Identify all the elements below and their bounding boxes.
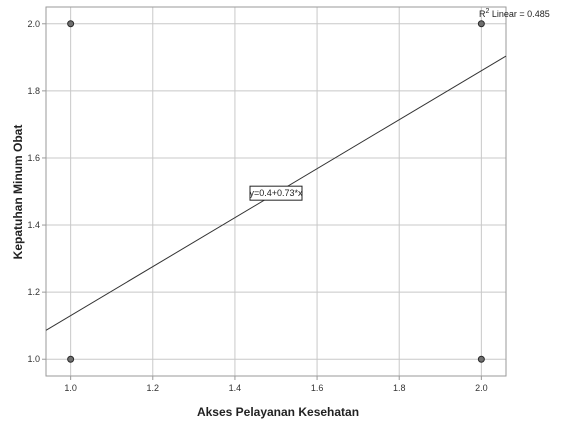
y-tick-label: 1.0 <box>27 354 40 364</box>
equation-box: y=0.4+0.73*x <box>249 185 303 201</box>
y-tick-label: 1.8 <box>27 86 40 96</box>
x-tick-label: 1.6 <box>311 383 324 393</box>
y-tick-label: 1.2 <box>27 287 40 297</box>
r2-superscript: 2 <box>486 8 490 15</box>
y-axis-title: Kepatuhan Minum Obat <box>11 125 25 260</box>
x-axis-title: Akses Pelayanan Kesehatan <box>197 405 359 419</box>
data-point <box>477 20 485 28</box>
equation-label: y=0.4+0.73*x <box>249 188 303 198</box>
grid-lines <box>46 7 506 376</box>
y-tick-label: 1.4 <box>27 220 40 230</box>
x-tick-label: 1.8 <box>393 383 406 393</box>
x-axis-ticks: 1.0 1.2 1.4 1.6 1.8 2.0 <box>64 376 488 393</box>
data-point <box>67 20 75 28</box>
equation-box-frame <box>249 185 303 201</box>
y-axis-ticks: 1.0 1.2 1.4 1.6 1.8 2.0 <box>27 19 46 364</box>
x-tick-label: 2.0 <box>475 383 488 393</box>
x-tick-label: 1.0 <box>64 383 77 393</box>
x-tick-label: 1.4 <box>229 383 242 393</box>
data-point <box>477 355 485 363</box>
y-tick-label: 2.0 <box>27 19 40 29</box>
y-tick-label: 1.6 <box>27 153 40 163</box>
r2-value: Linear = 0.485 <box>489 9 549 19</box>
r2-prefix: R <box>479 9 486 19</box>
data-points <box>67 20 485 363</box>
data-point <box>67 355 75 363</box>
x-tick-label: 1.2 <box>147 383 160 393</box>
r2-label: R2 Linear = 0.485 <box>479 8 550 19</box>
plot-frame <box>45 6 507 377</box>
